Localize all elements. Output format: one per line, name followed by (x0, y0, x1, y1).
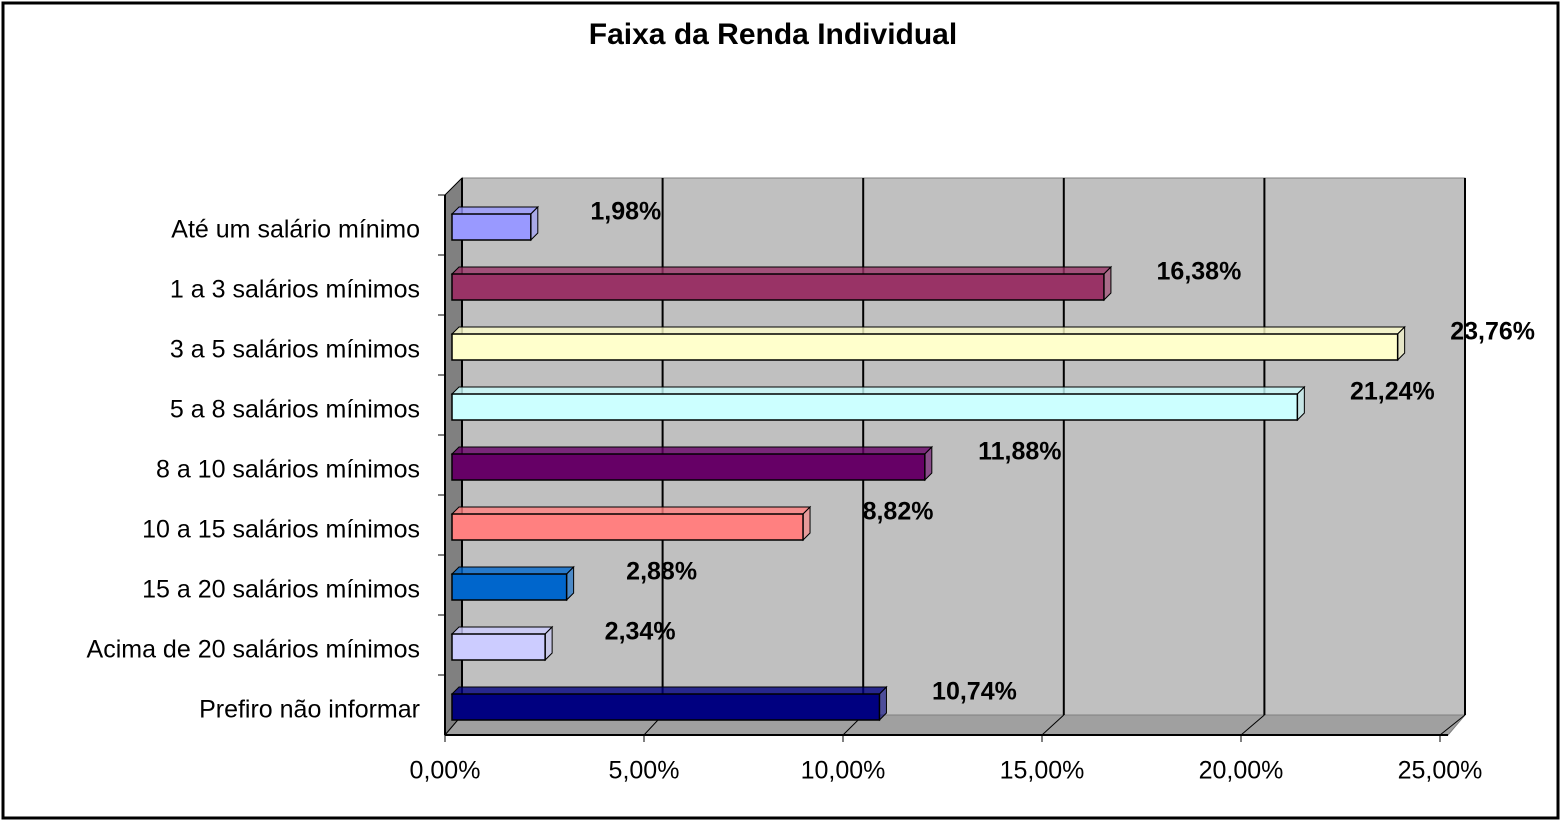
y-tick-label: 1 a 3 salários mínimos (170, 276, 420, 304)
bar-top (450, 446, 934, 455)
x-tick-label: 10,00% (801, 757, 886, 785)
bar (451, 213, 532, 241)
bar (451, 633, 546, 661)
chart-title: Faixa da Renda Individual (589, 18, 957, 51)
value-label: 10,74% (932, 678, 1017, 706)
bar (451, 453, 926, 481)
x-tick-label: 20,00% (1199, 757, 1284, 785)
value-label: 21,24% (1350, 378, 1435, 406)
value-label: 16,38% (1157, 258, 1242, 286)
bar (451, 693, 881, 721)
x-tick-label: 5,00% (609, 757, 680, 785)
value-label: 8,82% (863, 498, 934, 526)
value-label: 11,88% (978, 438, 1061, 466)
bar-top (450, 386, 1306, 395)
value-label: 2,34% (605, 618, 676, 646)
bar (451, 513, 804, 541)
bar (451, 573, 568, 601)
value-label: 2,88% (626, 558, 697, 586)
x-tick-label: 25,00% (1398, 757, 1483, 785)
bar (451, 273, 1105, 301)
bar (451, 393, 1299, 421)
y-tick-label: Acima de 20 salários mínimos (87, 636, 420, 664)
bar-top (450, 326, 1406, 335)
x-tick-label: 0,00% (410, 757, 481, 785)
bar-top (450, 506, 812, 515)
grid-line (1041, 714, 1065, 736)
grid-line (1439, 714, 1466, 736)
value-label: 23,76% (1450, 318, 1535, 346)
y-tick-label: 3 a 5 salários mínimos (170, 336, 420, 364)
y-tick-label: 10 a 15 salários mínimos (142, 516, 420, 544)
bar-top (450, 626, 554, 635)
y-tick-label: Prefiro não informar (199, 696, 420, 724)
bar-top (450, 686, 888, 695)
y-tick-label: Até um salário mínimo (171, 216, 420, 244)
value-label: 1,98% (590, 198, 661, 226)
x-tick-label: 15,00% (1000, 757, 1085, 785)
bar-top (450, 206, 540, 215)
grid-line (1240, 714, 1265, 736)
bar-top (450, 566, 575, 575)
y-tick-label: 15 a 20 salários mínimos (142, 576, 420, 604)
bar (451, 333, 1399, 361)
bar-top (450, 266, 1113, 275)
y-tick-label: 5 a 8 salários mínimos (170, 396, 420, 424)
y-tick-label: 8 a 10 salários mínimos (156, 456, 420, 484)
